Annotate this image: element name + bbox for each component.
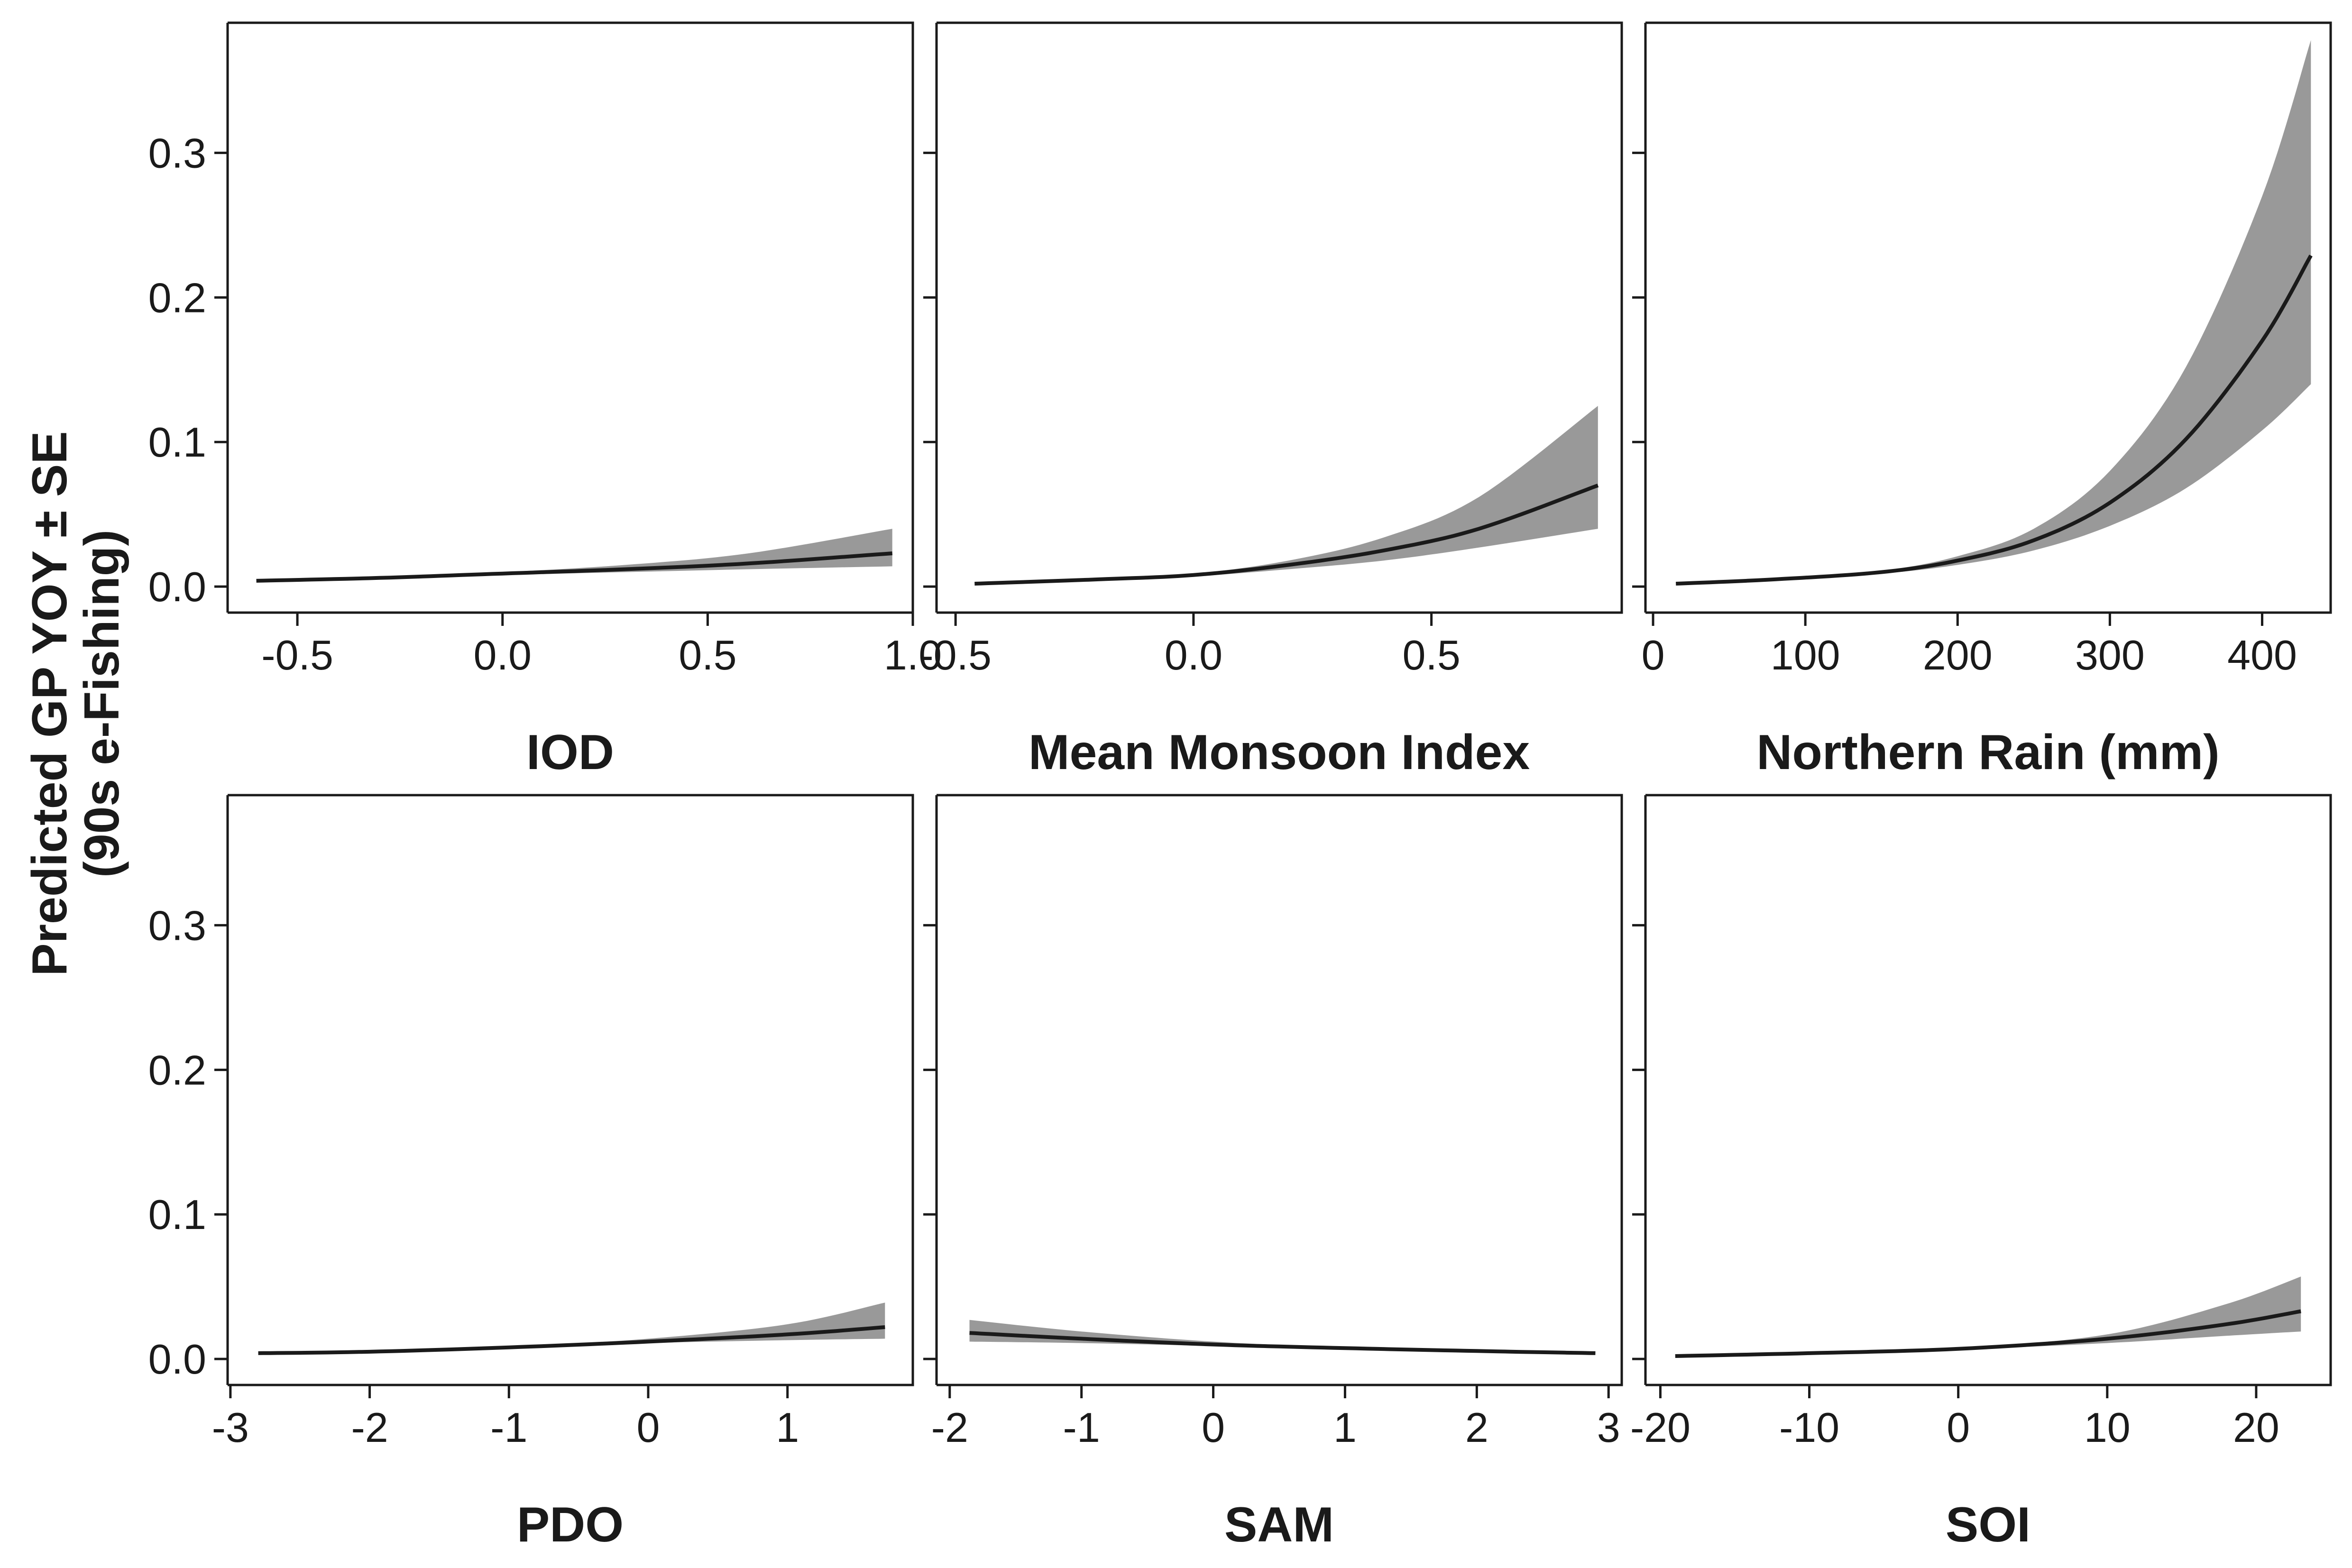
x-tick-label-soi: 20 — [2233, 1404, 2279, 1451]
y-axis-title-line: (90s e-Fishing) — [74, 530, 129, 878]
panel-frame-pdo — [228, 794, 914, 1386]
se-band-iod — [256, 529, 892, 581]
x-tick-label-sam: 0 — [1202, 1404, 1225, 1451]
panel-frame-sam — [937, 794, 1623, 1386]
x-tick-label-pdo: 0 — [636, 1404, 660, 1451]
x-tick-label-pdo: -2 — [351, 1404, 388, 1451]
fit-line-pdo — [258, 1325, 885, 1355]
x-tick-label-soi: 10 — [2084, 1404, 2131, 1451]
fit-line-rain — [1676, 254, 2313, 586]
fit-line-monsoon — [974, 483, 1599, 586]
x-tick-label-rain: 200 — [1923, 632, 1993, 679]
fit-line-iod — [256, 551, 892, 583]
panel-sam: -2 -1 0 1 2 3 SAM — [923, 794, 1623, 1552]
x-tick-label-soi: -20 — [1630, 1404, 1690, 1451]
x-tick-label-sam: 1 — [1333, 1404, 1357, 1451]
y-tick-label: 0.1 — [148, 1191, 206, 1238]
panel-soi: -20 -10 0 10 20 SOI — [1630, 794, 2332, 1552]
se-band-monsoon — [974, 406, 1598, 584]
x-tick-label-sam: -1 — [1063, 1404, 1100, 1451]
x-tick-label-iod: 0.0 — [474, 632, 532, 679]
panel-frame-iod — [228, 21, 914, 614]
x-tick-label-sam: -2 — [931, 1404, 968, 1451]
x-tick-label-monsoon: 0.0 — [1165, 632, 1222, 679]
x-tick-label-iod: 0.5 — [679, 632, 736, 679]
se-band-soi — [1675, 1276, 2301, 1356]
x-axis-title-iod: IOD — [526, 725, 614, 780]
se-band-pdo — [258, 1302, 885, 1353]
x-axis-title-rain: Northern Rain (mm) — [1756, 725, 2219, 780]
y-tick-label: 0.0 — [148, 563, 206, 610]
x-axis-title-monsoon: Mean Monsoon Index — [1029, 725, 1530, 780]
x-tick-label-sam: 3 — [1597, 1404, 1620, 1451]
y-axis-title: Predicted GP YOY ± SE(90s e-Fishing) — [22, 431, 129, 976]
y-tick-label: 0.0 — [148, 1336, 206, 1383]
x-tick-label-soi: 0 — [1947, 1404, 1970, 1451]
panel-monsoon: -0.5 0.0 0.5 Mean Monsoon Index — [919, 21, 1623, 780]
panel-frame-soi — [1645, 794, 2332, 1386]
panel-iod: -0.5 0.0 0.5 1.0 0.0 0.1 0.2 0.3 IOD — [148, 21, 942, 780]
x-tick-label-pdo: -3 — [212, 1404, 249, 1451]
fit-line-soi — [1675, 1309, 2301, 1358]
x-tick-label-pdo: -1 — [490, 1404, 527, 1451]
y-tick-label: 0.3 — [148, 902, 206, 949]
x-axis-title-sam: SAM — [1224, 1497, 1334, 1552]
x-tick-label-rain: 0 — [1642, 632, 1665, 679]
x-tick-label-pdo: 1 — [776, 1404, 799, 1451]
y-tick-label: 0.2 — [148, 1046, 206, 1093]
x-axis-title-pdo: PDO — [517, 1497, 624, 1552]
x-tick-label-rain: 100 — [1771, 632, 1840, 679]
x-tick-label-sam: 2 — [1465, 1404, 1488, 1451]
x-tick-label-monsoon: 0.5 — [1402, 632, 1460, 679]
x-tick-label-iod: 1.0 — [884, 632, 942, 679]
fit-line-sam — [969, 1331, 1596, 1355]
x-axis-title-soi: SOI — [1946, 1497, 2030, 1552]
x-tick-label-rain: 400 — [2227, 632, 2297, 679]
y-tick-label: 0.3 — [148, 129, 206, 176]
x-tick-label-soi: -10 — [1779, 1404, 1839, 1451]
x-tick-label-iod: -0.5 — [261, 632, 333, 679]
x-tick-label-rain: 300 — [2075, 632, 2145, 679]
se-band-rain — [1676, 40, 2311, 584]
x-tick-label-monsoon: -0.5 — [919, 632, 992, 679]
y-tick-label: 0.1 — [148, 419, 206, 466]
y-tick-label: 0.2 — [148, 274, 206, 321]
panel-pdo: -3 -2 -1 0 1 0.0 0.1 0.2 0.3 PDO — [148, 794, 914, 1552]
y-axis-title-line: Predicted GP YOY ± SE — [22, 431, 77, 976]
